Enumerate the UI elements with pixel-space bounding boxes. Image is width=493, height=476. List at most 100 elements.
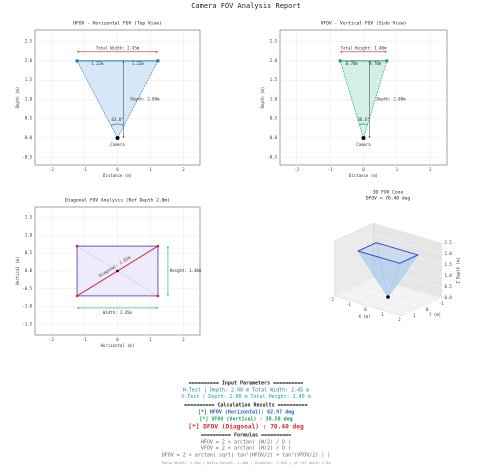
y-tick-label: -0.5	[267, 154, 277, 159]
angle-label: 63.0°	[111, 117, 123, 122]
y-tick-label: -0.5	[22, 154, 32, 159]
report-header: ========== Calculation Results =========…	[184, 403, 307, 409]
x-tick-label: 1	[149, 337, 152, 342]
arrow-head	[122, 136, 125, 138]
z-tick-label: 1.5	[445, 262, 453, 267]
y-tick-label: 1.5	[25, 77, 33, 82]
arrow-head	[122, 60, 125, 63]
y-tick-label: 2.5	[270, 39, 278, 44]
corner-point	[156, 59, 160, 63]
x-tick-label: 1	[396, 167, 399, 172]
axes-title: HFOV - Horizontal FOV (Top View)	[73, 21, 162, 27]
cross-diagonal	[76, 245, 159, 297]
grid-line	[366, 280, 436, 302]
y-tick-label: 2.0	[25, 58, 33, 63]
arrow-head	[166, 293, 169, 296]
x-tick-label: 0	[364, 307, 367, 312]
y-tick-label: 1	[413, 313, 416, 318]
x-tick-label: 1	[381, 312, 384, 317]
grid-line	[373, 266, 442, 288]
report-line: [*] VFOV (Vertical) : 38.58 deg	[199, 417, 292, 423]
x-tick-label: 2	[182, 337, 185, 342]
width-label: Width: 2.45m	[103, 310, 132, 315]
report-footer: Ratio Width: 2.45m | Ratio Height: 1.40m…	[162, 461, 331, 465]
y-tick-label: 1.5	[25, 215, 33, 220]
y-axis-label: Depth (m)	[260, 87, 265, 109]
formula: VFOV = 2 × arctan( (H/2) / D )	[201, 446, 291, 452]
axes-subtitle: DFOV = 70.40 deg	[366, 196, 410, 202]
arrow-head	[155, 50, 158, 53]
report-header: ========== Input Parameters ==========	[189, 381, 303, 387]
z-tick-label: 2.0	[445, 251, 453, 256]
depth-label: Depth: 2.00m	[131, 96, 160, 101]
camera-point	[386, 295, 390, 299]
arrow-head	[384, 50, 387, 53]
x-tick-label: -2	[49, 337, 54, 342]
report-line: [*] DFOV (Diagonal) : 70.40 deg	[188, 423, 304, 431]
x-tick-label: -2	[294, 167, 299, 172]
x-tick-label: -2	[329, 297, 334, 302]
x-tick-label: 0	[116, 337, 119, 342]
x-tick-label: -1	[346, 302, 351, 307]
arrow-head	[166, 246, 169, 249]
corner-point	[156, 244, 160, 248]
angle-label: 38.6°	[357, 117, 369, 122]
y-tick-label: 0.0	[25, 268, 33, 273]
y-tick-label: 0.5	[25, 116, 33, 121]
x-axis-label: Distance (m)	[103, 173, 132, 178]
y-axis-label: Vertical (m)	[15, 257, 20, 286]
z-axis-label: Z Depth (m)	[456, 257, 461, 284]
y-tick-label: 2.0	[270, 58, 278, 63]
height-label: Height: 1.40m	[170, 268, 202, 273]
cone-base	[356, 242, 420, 264]
corner-point	[385, 59, 389, 63]
half-label: 1.22m	[132, 61, 145, 66]
grid-line	[373, 222, 442, 244]
y-tick-label: 0.5	[25, 250, 33, 255]
angle-arc	[110, 123, 125, 126]
y-tick-label: -1.0	[22, 304, 32, 309]
half-label: 1.22m	[91, 61, 104, 66]
x-tick-label: 2	[182, 167, 185, 172]
depth-label: Depth: 2.00m	[377, 96, 406, 101]
y-tick-label: 1.0	[25, 232, 33, 237]
half-label: 0.70m	[369, 61, 382, 66]
arrow-head	[340, 50, 343, 53]
x-tick-label: 0	[116, 167, 119, 172]
grid-line	[373, 244, 442, 266]
center-point	[116, 269, 119, 273]
span-label: Total Height: 1.40m	[341, 45, 387, 50]
report-line: [*] HFOV (Horizontal): 62.97 deg	[198, 410, 294, 416]
arrow-head	[77, 50, 80, 53]
y-tick-label: 1.0	[25, 96, 33, 101]
y-tick-label: 2.5	[25, 39, 33, 44]
angle-arc	[359, 123, 368, 125]
y-tick-label: 0.0	[270, 135, 278, 140]
corner-point	[75, 59, 79, 63]
z-tick-label: 0.0	[445, 295, 453, 300]
z-tick-label: 1.0	[445, 273, 453, 278]
y-tick-label: -1.5	[22, 321, 32, 326]
span-label: Total Width: 2.45m	[96, 45, 140, 50]
y-tick-label: 0	[426, 307, 429, 312]
arrow-head	[155, 306, 158, 309]
grid-line	[340, 292, 410, 314]
formula: HFOV = 2 × arctan( (W/2) / D )	[201, 440, 291, 446]
report-line: H-Test | Depth: 2.00 m Total Width: 2.45…	[183, 388, 309, 394]
x-tick-label: 1	[149, 167, 152, 172]
arrow-head	[77, 306, 80, 309]
y-tick-label: 0.0	[25, 135, 33, 140]
axes-title: Diagonal FOV Analysis (Ref Depth 2.0m)	[65, 198, 170, 204]
x-tick-label: -1	[82, 337, 87, 342]
half-label: 0.70m	[346, 61, 359, 66]
y-axis-label: Depth (m)	[15, 87, 20, 109]
x-tick-label: 2	[429, 167, 432, 172]
camera-point	[361, 136, 366, 140]
report-line: V-Test | Depth: 2.00 m Total Height: 1.4…	[181, 394, 310, 400]
grid-line	[373, 233, 442, 255]
camera-label: Camera	[110, 142, 125, 147]
y-axis-label: Y (m)	[429, 312, 441, 317]
camera-point	[115, 136, 120, 140]
x-tick-label: 2	[398, 317, 401, 322]
